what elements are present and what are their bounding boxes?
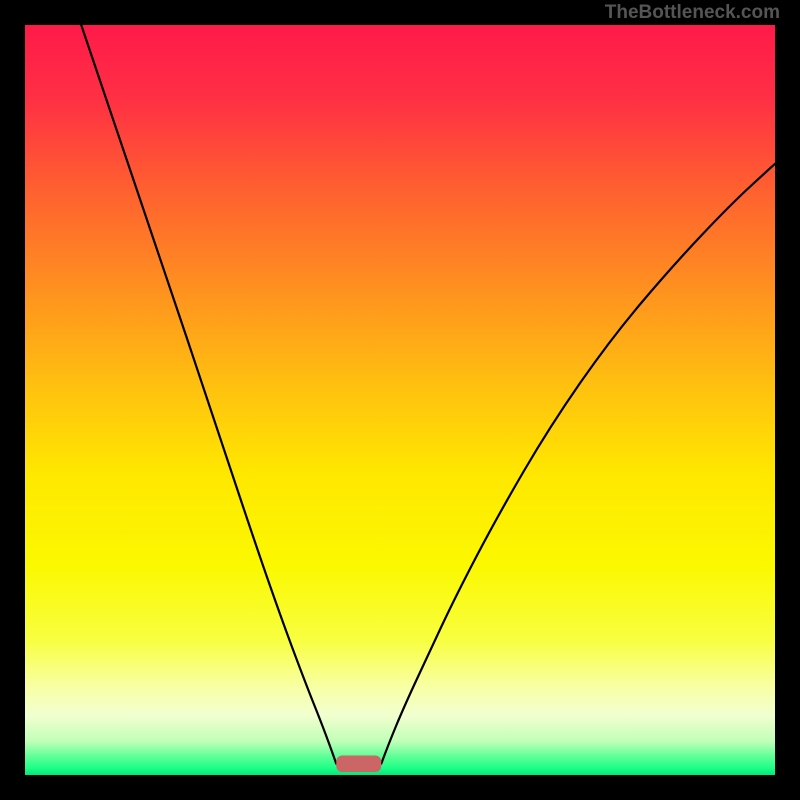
bottleneck-curve <box>81 25 775 764</box>
minimum-marker <box>336 756 381 773</box>
chart-container: TheBottleneck.com <box>0 0 800 800</box>
attribution-text: TheBottleneck.com <box>605 2 780 24</box>
curve-layer <box>25 25 775 775</box>
plot-area <box>25 25 775 775</box>
